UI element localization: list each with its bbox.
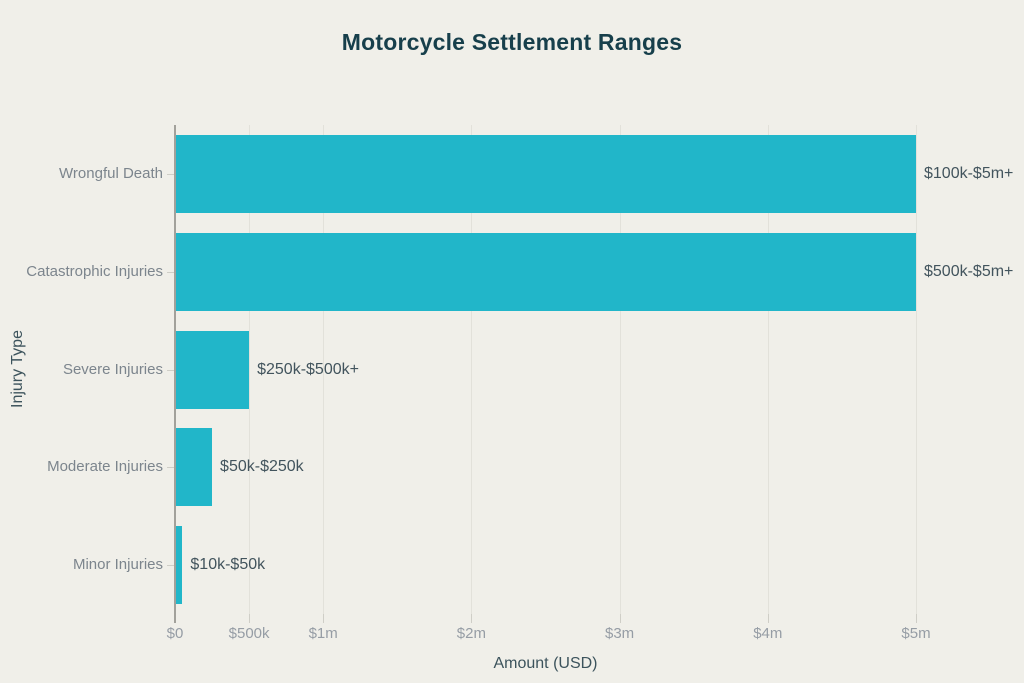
category-label-moderate-injuries: Moderate Injuries (47, 458, 163, 476)
gridline-500k (249, 125, 251, 614)
bar-wrongful-death (175, 134, 916, 213)
x-axis-tick (767, 614, 769, 623)
category-label-minor-injuries: Minor Injuries (72, 556, 163, 574)
y-axis-line (174, 125, 176, 623)
bar-value-label: $10k-$50k (190, 556, 266, 574)
x-tick-label: $5m (901, 625, 931, 642)
plot-area: $0 $500k $1m $2m $3m $4m $5m $100k-$5m+ Wrongful… (26, 125, 1013, 642)
x-axis-tick (323, 614, 325, 623)
gridline-2m (471, 125, 473, 614)
bar-value-label: $100k-$5m+ (924, 164, 1014, 182)
gridline-4m (767, 125, 769, 614)
bar-moderate-injuries (175, 428, 213, 507)
x-axis-tick (471, 614, 473, 623)
bar-severe-injuries (175, 330, 250, 409)
gridline-5m (916, 125, 917, 614)
x-axis-title: Amount (USD) (493, 655, 598, 672)
x-tick-label: $500k (228, 625, 270, 642)
bar-value-label: $500k-$5m+ (924, 262, 1014, 280)
x-tick-label: $0 (166, 625, 184, 642)
gridline-3m (619, 125, 621, 614)
x-axis-tick (916, 614, 917, 623)
category-label-severe-injuries: Severe Injuries (62, 360, 163, 378)
x-tick-label: $4m (753, 625, 783, 642)
y-axis-tick (167, 173, 175, 175)
gridline-1m (323, 125, 325, 614)
x-tick-label: $1m (308, 625, 338, 642)
category-label-wrongful-death: Wrongful Death (59, 164, 163, 182)
y-axis-tick (167, 565, 175, 567)
chart-title: Motorcycle Settlement Ranges (341, 29, 683, 55)
x-tick-label: $3m (605, 625, 635, 642)
x-axis-tick (249, 614, 251, 623)
category-label-catastrophic-injuries: Catastrophic Injuries (26, 262, 163, 280)
x-tick-label: $2m (456, 625, 486, 642)
y-axis-tick (167, 271, 175, 273)
y-axis-tick (167, 467, 175, 469)
bar-value-label: $250k-$500k+ (257, 360, 359, 378)
bar-catastrophic-injuries (175, 232, 916, 311)
y-axis-tick (167, 369, 175, 371)
bar-value-label: $50k-$250k (220, 458, 304, 476)
bar-minor-injuries (175, 526, 183, 605)
x-axis-tick (619, 614, 621, 623)
